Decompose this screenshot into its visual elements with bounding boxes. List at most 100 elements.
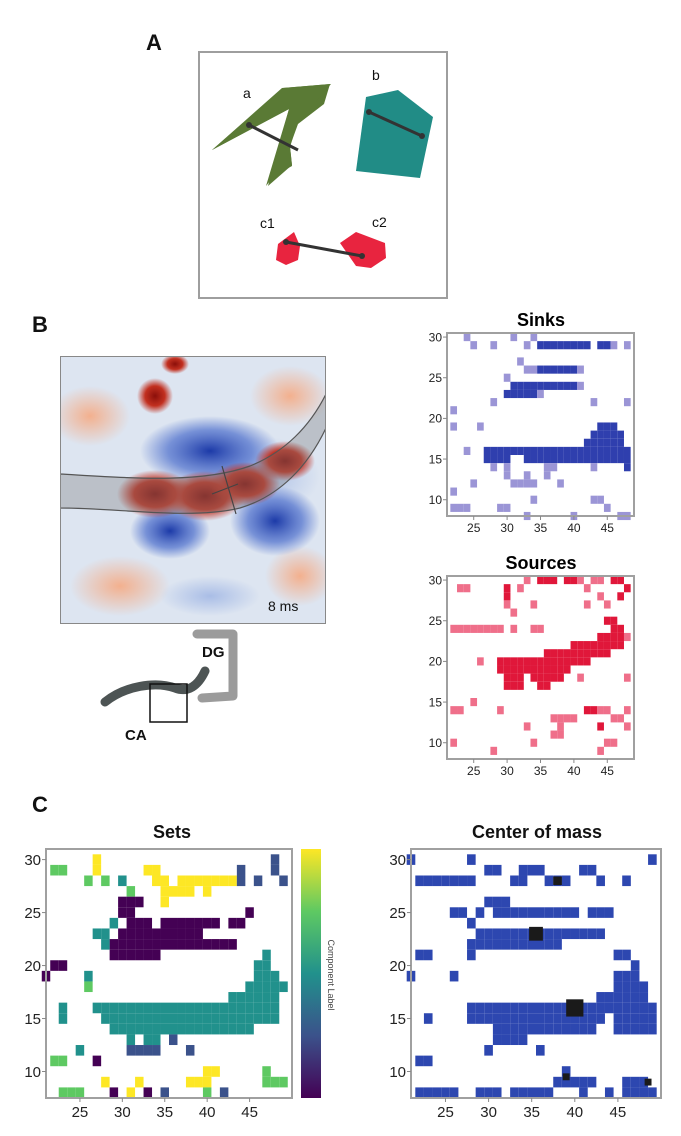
sources-cell — [537, 657, 544, 666]
sets-cell — [262, 949, 271, 961]
sinks-cell — [617, 438, 624, 447]
sets-cell — [143, 1002, 153, 1014]
sets-cell — [152, 864, 161, 876]
sets-cell — [245, 981, 254, 993]
com-cell — [579, 1087, 588, 1098]
com-cell — [596, 907, 605, 918]
sets-cell — [169, 1023, 178, 1035]
com-cell — [510, 1034, 519, 1046]
sinks-cell — [603, 438, 611, 447]
sets-cell — [101, 939, 110, 950]
sets-cell — [211, 875, 220, 887]
ca-label: CA — [125, 727, 147, 744]
com-cell — [553, 907, 562, 918]
com-cell — [639, 1013, 649, 1024]
com-cell — [415, 1055, 424, 1067]
com-cell — [536, 907, 545, 918]
sets-cell — [160, 1013, 169, 1024]
sources-cell — [583, 657, 591, 666]
sinks-cell — [610, 422, 618, 431]
com-cell — [475, 1087, 485, 1098]
com-cell — [492, 1034, 502, 1046]
sources-cell — [543, 576, 551, 585]
sinks-cell — [517, 357, 524, 366]
com-cell — [553, 939, 562, 950]
panel-a-schematic: a b c1 c2 — [198, 51, 448, 299]
com-xtick-label: 40 — [566, 1104, 583, 1121]
sets-cell — [118, 875, 127, 887]
com-cell — [510, 907, 519, 918]
sinks-cell — [557, 341, 564, 350]
com-cell — [449, 875, 459, 887]
sets-cell — [118, 949, 127, 961]
sets-cell — [202, 917, 212, 929]
com-cell — [501, 896, 511, 908]
sets-cell — [143, 1034, 153, 1046]
sets-cell — [84, 875, 93, 887]
sets-cell — [126, 1045, 136, 1056]
sets-cell — [211, 917, 220, 929]
com-cell — [587, 907, 597, 918]
sets-cell — [185, 875, 195, 887]
sources-cell — [517, 665, 524, 674]
sinks-cell — [523, 446, 531, 455]
sets-cell — [169, 928, 178, 940]
sets-cell — [253, 1013, 263, 1024]
sets-cell — [50, 864, 59, 876]
sets-cell — [253, 970, 263, 982]
com-cell — [561, 1066, 571, 1077]
sets-cell — [270, 970, 280, 982]
com-cell — [604, 992, 614, 1003]
sinks-cell — [470, 341, 478, 350]
sinks-cell — [563, 341, 571, 350]
sources-cell — [603, 641, 611, 650]
sets-cell — [118, 907, 127, 918]
com-cell — [544, 1087, 554, 1098]
com-cell — [441, 875, 450, 887]
sources-cell — [523, 576, 531, 585]
sets-cell — [58, 1087, 68, 1098]
sinks-cell — [590, 463, 598, 472]
sources-cell — [610, 738, 618, 747]
sources-ytick-label: 10 — [429, 736, 443, 750]
com-cell — [596, 1002, 605, 1014]
com-cell — [561, 1002, 571, 1014]
sources-cell — [597, 592, 604, 601]
sets-cell — [177, 886, 186, 897]
sources-ytick-label: 20 — [429, 655, 443, 669]
sources-cell — [470, 624, 478, 633]
sets-cell — [135, 1023, 144, 1035]
sets-cell — [177, 875, 186, 887]
sources-cell — [450, 706, 458, 715]
com-cell — [467, 1013, 476, 1024]
sets-cell — [92, 854, 102, 865]
sets-cell — [143, 1013, 153, 1024]
com-cell — [630, 1023, 640, 1035]
sources-cell — [557, 730, 564, 739]
sets-cell — [245, 992, 254, 1003]
com-cell — [579, 864, 588, 876]
sets-cell — [169, 886, 178, 897]
sources-cell — [523, 657, 531, 666]
sources-cell — [597, 722, 604, 731]
center-of-mass-marker — [644, 1078, 652, 1086]
sets-cell — [50, 1055, 59, 1067]
sets-cell — [118, 939, 127, 950]
sets-cell — [101, 928, 110, 940]
sinks-cell — [570, 341, 578, 350]
sources-cell — [530, 665, 538, 674]
sources-cell — [617, 632, 624, 642]
com-cell — [510, 875, 519, 887]
com-cell — [423, 875, 433, 887]
sets-cell — [245, 1013, 254, 1024]
sources-cell — [577, 641, 584, 650]
sets-cell — [169, 917, 178, 929]
sinks-cell — [610, 446, 618, 455]
com-cell — [570, 907, 580, 918]
sinks-cell — [570, 446, 578, 455]
sinks-cell — [450, 503, 458, 512]
sources-cell — [510, 657, 518, 666]
sources-cell — [583, 641, 591, 650]
sinks-title: Sinks — [517, 310, 565, 330]
sources-cell — [497, 657, 504, 666]
